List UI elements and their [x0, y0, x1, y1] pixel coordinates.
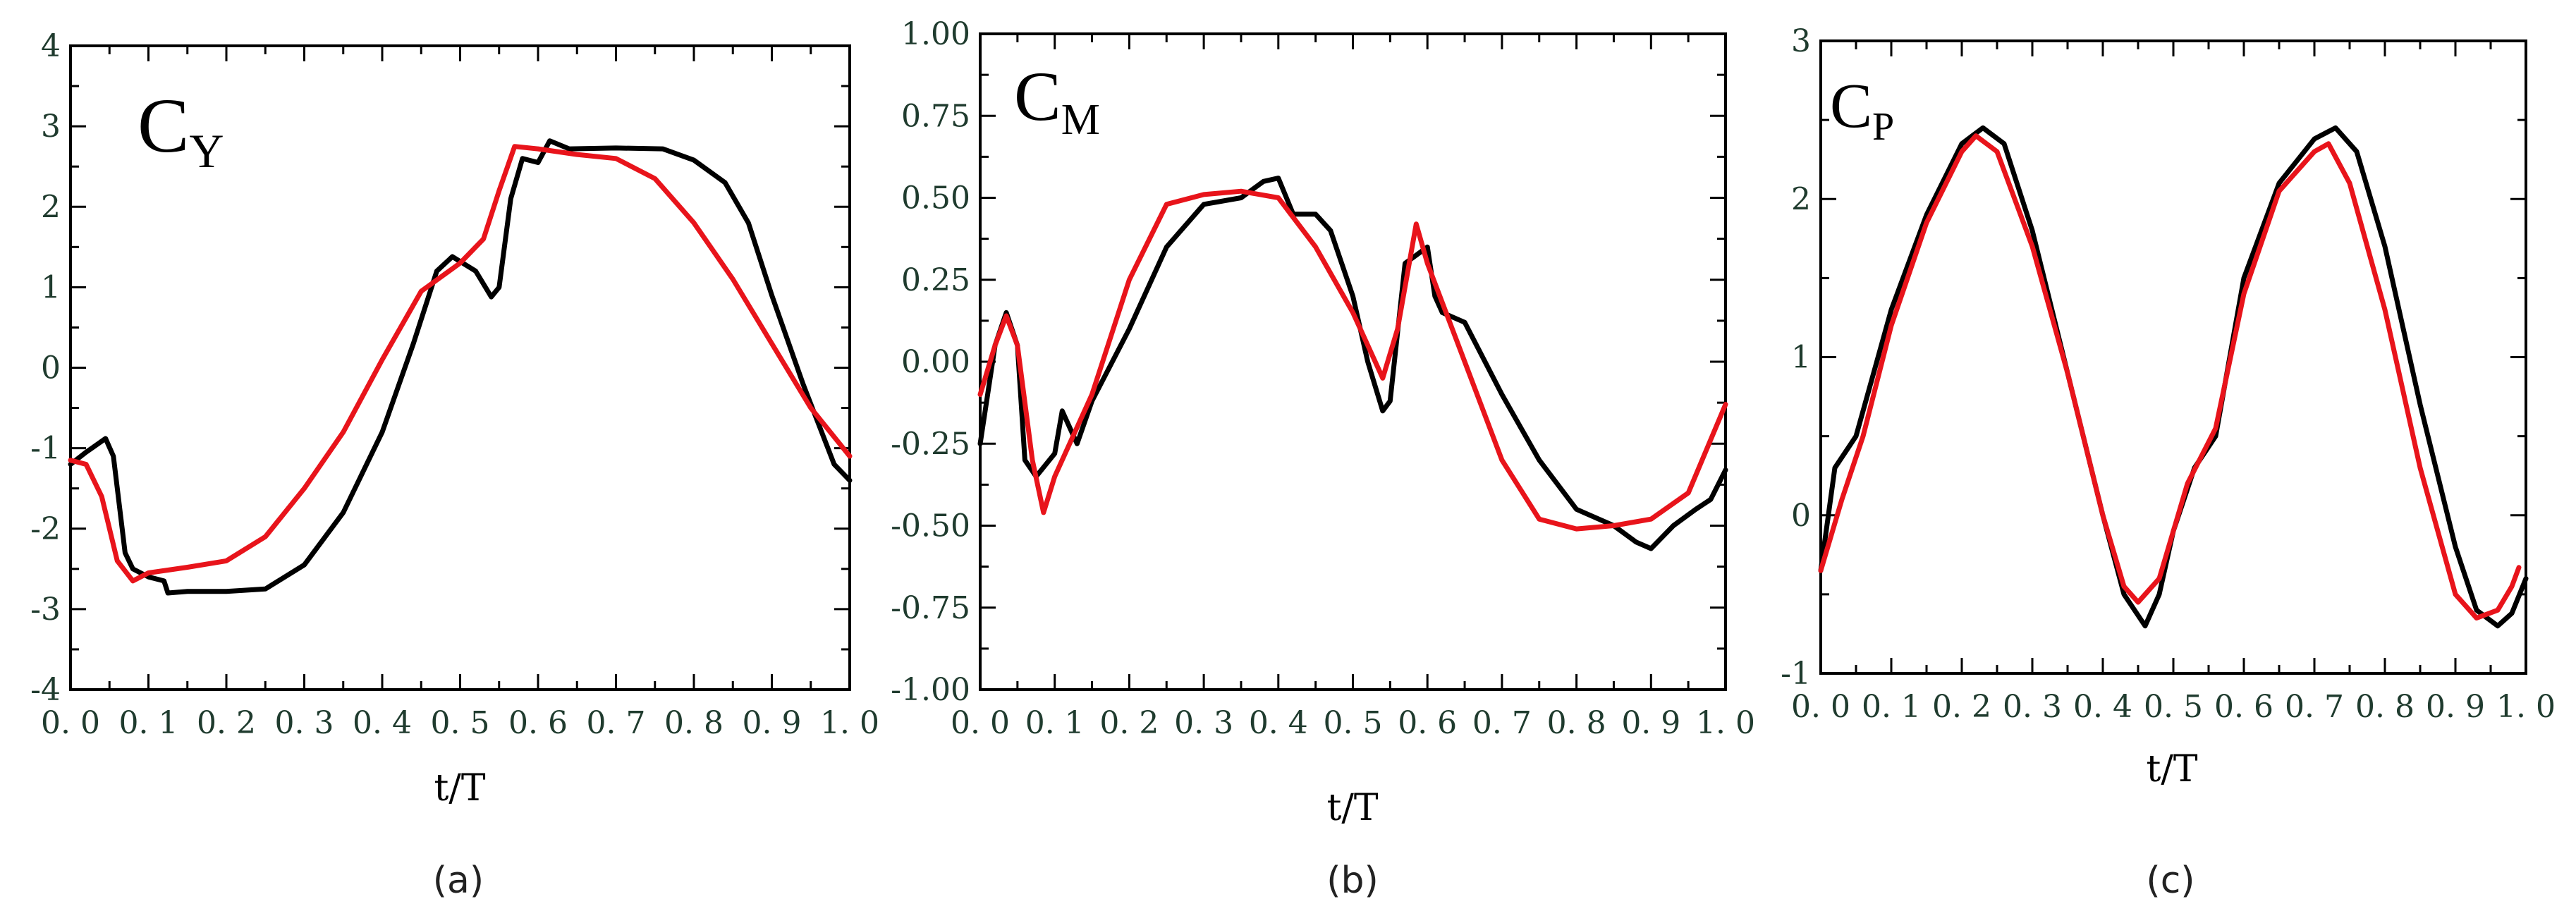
y-tick-label: 1.00 [901, 16, 970, 52]
x-axis-title: t/T [2146, 748, 2197, 790]
y-tick-label: 1 [1791, 340, 1811, 376]
y-tick-label: 0.00 [901, 344, 970, 380]
x-tick-label: 0. 5 [431, 705, 490, 741]
panel-caption: (c) [2146, 860, 2195, 902]
x-tick-label: 0. 0 [41, 705, 100, 741]
y-tick-label: 0 [1791, 498, 1811, 534]
x-tick-label: 0. 6 [1398, 705, 1457, 741]
x-tick-label: 0. 0 [951, 705, 1010, 741]
x-axis-title: t/T [434, 767, 485, 809]
x-tick-label: 0. 6 [2214, 689, 2273, 725]
x-tick-label: 0. 2 [1099, 705, 1159, 741]
x-tick-label: 0. 2 [197, 705, 256, 741]
x-tick-label: 0. 2 [1932, 689, 1991, 725]
y-tick-label: -2 [30, 511, 61, 547]
x-tick-label: 0. 3 [2003, 689, 2062, 725]
x-tick-label: 0. 6 [508, 705, 568, 741]
series-line-black [68, 138, 853, 596]
y-tick-label: 0 [41, 350, 61, 386]
x-tick-label: 0. 5 [1324, 705, 1383, 741]
x-tick-label: 0. 4 [1249, 705, 1308, 741]
panel-symbol-label: CM [1014, 57, 1100, 144]
series-line-black [977, 176, 1728, 551]
x-tick-label: 0. 7 [2285, 689, 2344, 725]
x-tick-label: 1. 0 [2496, 689, 2556, 725]
y-tick-label: -3 [30, 592, 61, 628]
chart-panel-3: 0. 0 0. 1 0. 2 0. 3 0. 4 0. 5 0. 6 0. 7 0. 8 0. 9… [1781, 23, 2556, 902]
y-tick-label: -1 [30, 431, 61, 467]
x-tick-label: 0. 4 [353, 705, 412, 741]
x-tick-label: 0. 1 [1862, 689, 1921, 725]
x-tick-label: 0. 8 [1547, 705, 1606, 741]
y-tick-label: 3 [1791, 23, 1811, 59]
x-tick-label: 0. 7 [587, 705, 646, 741]
x-tick-label: 0. 0 [1791, 689, 1850, 725]
y-tick-label: 3 [41, 109, 61, 145]
x-tick-label: 0. 9 [1621, 705, 1680, 741]
panel-caption: (b) [1326, 860, 1379, 902]
y-tick-label: -0.50 [891, 508, 970, 544]
y-tick-label: -1 [1781, 656, 1811, 692]
y-tick-label: 2 [41, 189, 61, 225]
y-tick-label: 0.75 [901, 98, 970, 134]
x-tick-label: 0. 1 [1025, 705, 1085, 741]
y-tick-label: -0.25 [891, 426, 970, 462]
series-line-black [1818, 125, 2529, 629]
plot-frame [1819, 39, 2527, 675]
panel-caption: (a) [433, 860, 484, 902]
panel-symbol-label: CY [138, 82, 224, 178]
x-tick-label: 0. 9 [743, 705, 802, 741]
x-tick-label: 1. 0 [820, 705, 879, 741]
series-line-red [68, 144, 853, 584]
x-tick-label: 0. 7 [1472, 705, 1532, 741]
y-tick-label: 2 [1791, 181, 1811, 217]
chart-panel-2: 0. 0 0. 1 0. 2 0. 3 0. 4 0. 5 0. 6 0. 7 0. 8 0. 9… [891, 16, 1755, 902]
y-tick-label: 4 [41, 28, 61, 64]
x-tick-label: 1. 0 [1696, 705, 1755, 741]
x-tick-label: 0. 3 [275, 705, 334, 741]
y-tick-label: -0.75 [891, 590, 970, 626]
x-tick-label: 0. 8 [664, 705, 724, 741]
x-axis-title: t/T [1326, 787, 1378, 829]
y-tick-label: 1 [41, 269, 61, 305]
x-tick-label: 0. 8 [2355, 689, 2415, 725]
chart-panel-1: 0. 0 0. 1 0. 2 0. 3 0. 4 0. 5 0. 6 0. 7 0. 8 0. 9… [30, 28, 879, 902]
y-tick-label: -4 [30, 672, 61, 708]
x-tick-label: 0. 4 [2073, 689, 2132, 725]
y-tick-label: -1.00 [891, 672, 970, 708]
x-tick-label: 0. 3 [1174, 705, 1233, 741]
x-tick-label: 0. 9 [2426, 689, 2485, 725]
series-line-red [1818, 133, 2522, 620]
x-tick-label: 0. 5 [2144, 689, 2203, 725]
y-tick-label: 0.50 [901, 181, 970, 216]
x-tick-label: 0. 1 [119, 705, 178, 741]
series-line-red [977, 188, 1728, 532]
panel-symbol-label: CP [1830, 71, 1894, 149]
y-tick-label: 0.25 [901, 262, 970, 298]
